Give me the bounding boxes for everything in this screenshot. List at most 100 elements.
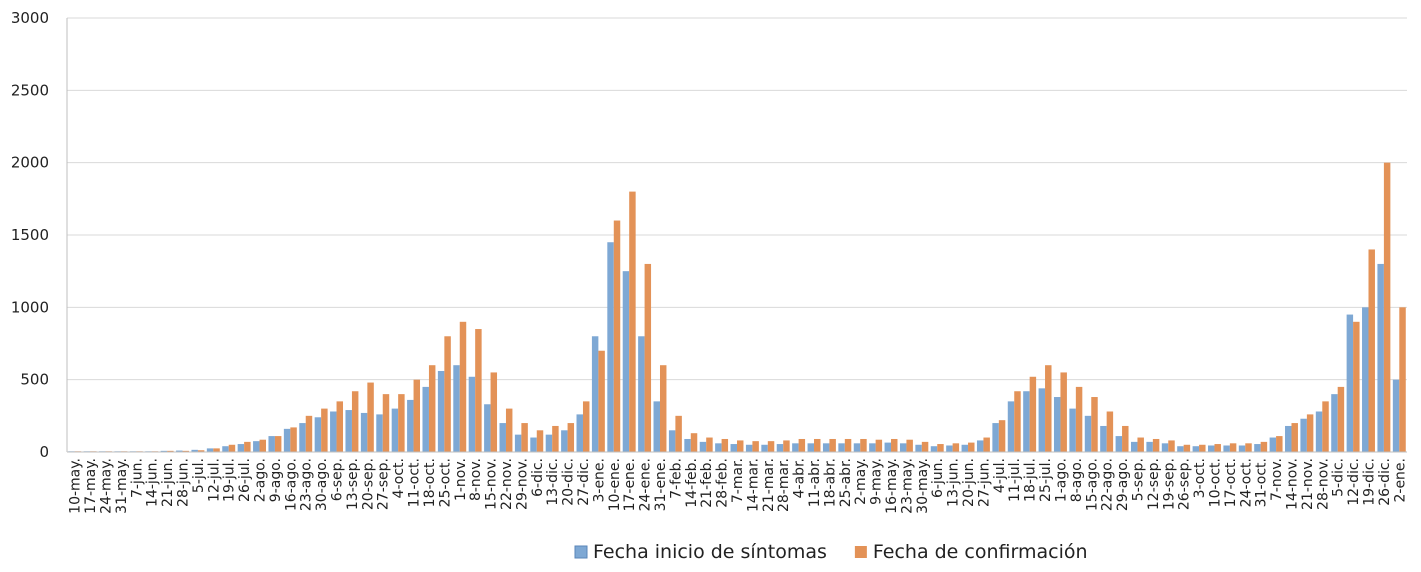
y-tick-label: 2500 <box>11 81 49 99</box>
bar <box>437 370 445 452</box>
bar <box>613 220 621 452</box>
bar <box>838 443 845 452</box>
bar <box>1130 441 1138 452</box>
x-tick-label: 11-jul. <box>1007 458 1023 502</box>
bar <box>767 441 775 452</box>
bar <box>1245 443 1252 452</box>
bar <box>299 423 306 452</box>
x-tick-label: 28-feb. <box>715 458 731 508</box>
x-tick-label: 5-dic. <box>1331 458 1347 497</box>
x-tick-label: 4-jul. <box>992 458 1008 493</box>
bar <box>968 442 975 452</box>
y-tick-label: 2000 <box>11 154 49 172</box>
bar <box>992 423 999 452</box>
bar <box>1399 307 1406 452</box>
x-tick-label: 29-ago. <box>1115 458 1131 511</box>
x-tick-label: 21-feb. <box>699 458 715 508</box>
x-tick-label: 21-nov. <box>1300 458 1316 510</box>
x-tick-label: 27-dic. <box>576 458 592 506</box>
bar <box>274 436 282 452</box>
bar <box>875 439 883 452</box>
bar <box>644 263 652 452</box>
bar <box>607 242 614 452</box>
bar <box>268 436 275 452</box>
bar <box>1229 443 1237 452</box>
legend-swatch <box>574 545 588 559</box>
bar <box>1115 436 1123 452</box>
bar <box>336 401 344 452</box>
bar <box>1177 446 1184 452</box>
bar <box>622 271 630 452</box>
x-tick-label: 7-feb. <box>668 458 684 499</box>
bar <box>545 434 553 452</box>
x-tick-label: 30-ago. <box>314 458 330 511</box>
x-tick-label: 31-ene. <box>653 458 669 511</box>
bar <box>1322 401 1329 452</box>
bar <box>305 415 313 452</box>
bar <box>1029 376 1037 452</box>
bar <box>737 440 744 452</box>
bar <box>505 408 513 452</box>
bar <box>653 401 660 452</box>
x-tick-label: 23-ago. <box>299 458 315 511</box>
bar <box>668 430 676 452</box>
bar <box>822 443 830 452</box>
bar <box>351 391 359 452</box>
bar <box>197 450 205 452</box>
bar <box>807 443 815 452</box>
bar <box>1223 445 1230 452</box>
bar <box>706 437 713 452</box>
bar <box>514 434 522 452</box>
x-tick-label: 18-abr. <box>822 458 838 507</box>
bar <box>382 394 390 452</box>
bar <box>598 350 605 452</box>
x-tick-label: 4-oct. <box>391 458 407 498</box>
legend-swatch <box>854 546 867 558</box>
x-tick-label: 9-may. <box>869 458 885 505</box>
x-tick-label: 17-may. <box>83 458 99 514</box>
x-tick-label: 1-ago. <box>1053 458 1069 502</box>
bar <box>776 444 784 452</box>
bar <box>783 440 790 452</box>
x-tick-label: 28-jun. <box>176 458 192 507</box>
bar <box>869 443 876 452</box>
bar <box>853 443 861 452</box>
x-tick-label: 17-ene. <box>622 458 638 511</box>
bar <box>1014 391 1021 452</box>
x-tick-label: 16-ago. <box>283 458 299 511</box>
bar <box>930 446 938 452</box>
bar <box>745 444 753 452</box>
x-tick-label: 3-oct. <box>1192 458 1208 498</box>
x-tick-label: 19-jul. <box>222 458 238 502</box>
bar <box>1007 401 1015 452</box>
x-tick-label: 31-oct. <box>1254 458 1270 507</box>
bar <box>459 321 467 452</box>
x-tick-label: 18-jul. <box>1023 458 1039 502</box>
y-tick-label: 1000 <box>11 298 49 316</box>
bar <box>961 444 969 452</box>
x-tick-label: 4-abr. <box>792 458 808 498</box>
legend-label: Fecha inicio de síntomas <box>593 541 827 563</box>
bar <box>1208 445 1215 452</box>
bar <box>1260 441 1268 452</box>
x-tick-label: 29-nov. <box>514 458 530 510</box>
x-tick-label: 25-oct. <box>437 458 453 507</box>
x-tick-label: 18-oct. <box>422 458 438 507</box>
bar <box>321 408 328 452</box>
bar <box>391 408 399 452</box>
legend-label: Fecha de confirmación <box>873 541 1088 563</box>
bar <box>176 450 183 452</box>
bar <box>844 438 852 452</box>
bar <box>484 404 491 452</box>
bar <box>915 444 922 452</box>
bar <box>576 414 583 452</box>
x-tick-label: 26-jul. <box>237 458 253 502</box>
bar <box>160 450 168 452</box>
bar <box>1238 445 1246 452</box>
bar <box>998 420 1006 452</box>
bar <box>792 443 799 452</box>
bar <box>699 441 707 452</box>
bar <box>536 430 544 452</box>
x-tick-label: 12-jul. <box>206 458 222 502</box>
bar <box>1353 321 1360 452</box>
